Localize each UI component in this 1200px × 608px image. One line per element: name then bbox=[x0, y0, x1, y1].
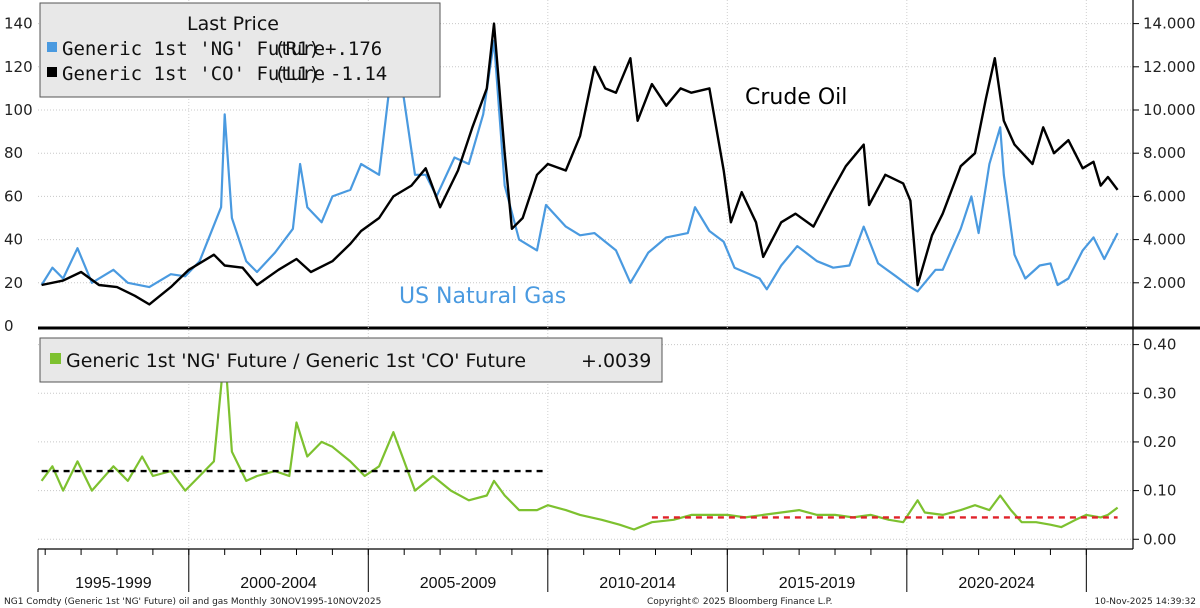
left-tick-label: 100 bbox=[4, 101, 33, 119]
legend-ratio-swatch bbox=[50, 353, 61, 364]
left-tick-label: 80 bbox=[4, 144, 23, 162]
right-tick-label: 6.000 bbox=[1143, 187, 1186, 205]
legend-ng-axis: (R1) bbox=[274, 38, 320, 60]
bottom-tick-label: 0.30 bbox=[1143, 384, 1176, 402]
top-legend-box bbox=[39, 2, 441, 98]
bottom-axis-ticks: 0.00 0.10 0.20 0.30 0.40 bbox=[1133, 336, 1176, 548]
right-axis-ticks: 2.000 4.000 6.000 8.000 10.000 12.000 14.000 bbox=[1133, 15, 1196, 292]
left-axis-ticks: 0 20 40 60 80 100 120 140 bbox=[4, 15, 33, 335]
footer-timestamp: 10-Nov-2025 14:39:32 bbox=[1095, 597, 1196, 607]
legend-co-last: -1.14 bbox=[330, 63, 387, 85]
bottom-tick-label: 0.10 bbox=[1143, 482, 1176, 500]
left-tick-label: 120 bbox=[4, 58, 33, 76]
right-tick-label: 4.000 bbox=[1143, 231, 1186, 249]
bottom-legend: Generic 1st 'NG' Future / Generic 1st 'C… bbox=[39, 337, 663, 383]
bottom-tick-label: 0.00 bbox=[1143, 530, 1176, 548]
bottom-tick-label: 0.40 bbox=[1143, 336, 1176, 354]
left-tick-label: 0 bbox=[4, 317, 14, 335]
natural-gas-line bbox=[40, 22, 1119, 293]
right-tick-label: 12.000 bbox=[1143, 58, 1196, 76]
right-tick-label: 10.000 bbox=[1143, 101, 1196, 119]
legend-ratio-last: +.0039 bbox=[581, 350, 651, 372]
legend-ng-swatch bbox=[47, 42, 57, 52]
legend-co-swatch bbox=[47, 67, 57, 77]
crude-oil-annotation: Crude Oil bbox=[745, 85, 847, 110]
bottom-series bbox=[40, 348, 1119, 531]
legend-title: Last Price bbox=[187, 13, 279, 35]
legend-ng-last: +.176 bbox=[325, 38, 382, 60]
legend-ng-label: Generic 1st 'NG' Future bbox=[62, 38, 325, 60]
x-category-label: 2010-2014 bbox=[599, 575, 676, 592]
top-series bbox=[40, 22, 1119, 306]
left-tick-label: 140 bbox=[4, 15, 33, 33]
x-category-label: 2005-2009 bbox=[420, 575, 497, 592]
x-category-label: 1995-1999 bbox=[75, 575, 152, 592]
bottom-tick-label: 0.20 bbox=[1143, 433, 1176, 451]
x-category-label: 2000-2004 bbox=[240, 575, 317, 592]
crude-oil-line bbox=[41, 22, 1119, 306]
footer-copyright: Copyright© 2025 Bloomberg Finance L.P. bbox=[647, 597, 832, 607]
top-legend: Last Price Generic 1st 'NG' Future (R1) … bbox=[39, 2, 441, 98]
footer-source: NG1 Comdty (Generic 1st 'NG' Future) oil… bbox=[4, 597, 381, 607]
right-tick-label: 14.000 bbox=[1143, 15, 1196, 33]
right-tick-label: 2.000 bbox=[1143, 274, 1186, 292]
left-tick-label: 60 bbox=[4, 187, 23, 205]
legend-co-axis: (L1) bbox=[274, 63, 320, 85]
legend-co-label: Generic 1st 'CO' Future bbox=[62, 63, 325, 85]
ratio-line bbox=[40, 348, 1119, 531]
bottom-gridlines bbox=[38, 344, 1133, 540]
left-tick-label: 20 bbox=[4, 274, 23, 292]
legend-ratio-label: Generic 1st 'NG' Future / Generic 1st 'C… bbox=[66, 350, 526, 372]
right-tick-label: 8.000 bbox=[1143, 144, 1186, 162]
x-axis: 1995-1999 2000-2004 2005-2009 2010-2014 2015… bbox=[37, 0, 1087, 592]
x-category-label: 2020-2024 bbox=[958, 575, 1035, 592]
bottom-legend-box bbox=[39, 337, 663, 383]
x-category-label: 2015-2019 bbox=[779, 575, 856, 592]
natural-gas-annotation: US Natural Gas bbox=[399, 284, 566, 309]
left-tick-label: 40 bbox=[4, 231, 23, 249]
